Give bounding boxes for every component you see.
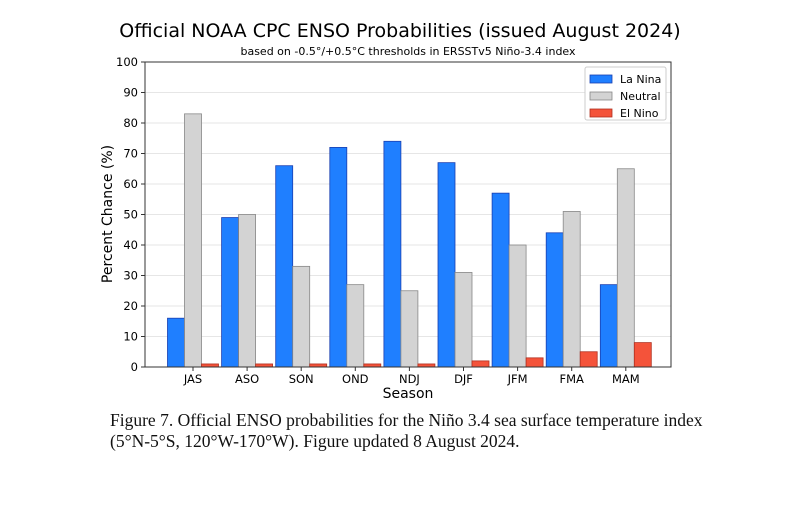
y-tick-label: 0 [131, 360, 138, 374]
bar-la-nina [437, 162, 456, 368]
x-tick-label: NDJ [399, 372, 420, 386]
bar-el-nino [633, 342, 652, 368]
figure-caption: Figure 7. Official ENSO probabilities fo… [110, 410, 750, 452]
y-tick-label: 100 [116, 55, 138, 69]
bar-neutral [454, 272, 473, 368]
bar-neutral [616, 168, 635, 368]
y-axis-label: Percent Chance (%) [100, 145, 116, 283]
enso-probability-chart: Official NOAA CPC ENSO Probabilities (is… [100, 20, 681, 402]
y-tick-label: 30 [123, 269, 138, 283]
y-tick-label: 50 [123, 208, 138, 222]
bar-el-nino [579, 351, 598, 368]
x-tick-label: JFM [507, 372, 528, 386]
y-tick-label: 10 [123, 330, 138, 344]
bar-la-nina [329, 146, 348, 368]
bar-neutral [238, 214, 257, 368]
chart-title: Official NOAA CPC ENSO Probabilities (is… [119, 20, 680, 42]
y-tick-label: 80 [123, 116, 138, 130]
x-tick-label: MAM [612, 372, 640, 386]
bar-la-nina [221, 217, 240, 368]
caption-line-2: (5°N-5°S, 120°W-170°W). Figure updated 8… [110, 431, 520, 451]
legend-label: La Nina [620, 73, 661, 86]
y-tick-label: 40 [123, 238, 138, 252]
bar-la-nina [167, 317, 185, 368]
x-tick-label: SON [289, 372, 314, 386]
x-tick-label: JAS [183, 372, 202, 386]
legend: La Nina Neutral El Nino [584, 66, 667, 121]
bar-neutral [292, 265, 311, 368]
x-tick-label: FMA [559, 372, 584, 386]
y-tick-label: 70 [123, 147, 138, 161]
legend-swatch-la-nina [589, 74, 613, 84]
bar-la-nina [275, 165, 294, 368]
legend-label: Neutral [620, 90, 661, 103]
x-tick-label: DJF [454, 372, 473, 386]
bar-la-nina [383, 140, 402, 368]
bar-la-nina [491, 192, 510, 368]
bar-neutral [184, 113, 202, 368]
chart-subtitle: based on -0.5°/+0.5°C thresholds in ERSS… [240, 45, 576, 58]
bar-neutral [508, 244, 527, 368]
bar-el-nino [525, 357, 544, 368]
bar-neutral [400, 290, 419, 368]
y-tick-label: 20 [123, 299, 138, 313]
x-axis-label: Season [383, 386, 434, 402]
bar-neutral [346, 284, 365, 368]
bar-la-nina [545, 232, 564, 368]
legend-label: El Nino [620, 107, 659, 120]
bar-la-nina [599, 284, 618, 368]
x-tick-label: ASO [235, 372, 259, 386]
bar-el-nino [471, 360, 490, 368]
legend-swatch-el-nino [589, 108, 613, 118]
y-tick-label: 90 [123, 86, 138, 100]
caption-line-1: Figure 7. Official ENSO probabilities fo… [110, 410, 703, 430]
y-tick-label: 60 [123, 177, 138, 191]
legend-swatch-neutral [589, 91, 613, 101]
x-tick-label: OND [342, 372, 369, 386]
bar-neutral [562, 211, 581, 368]
